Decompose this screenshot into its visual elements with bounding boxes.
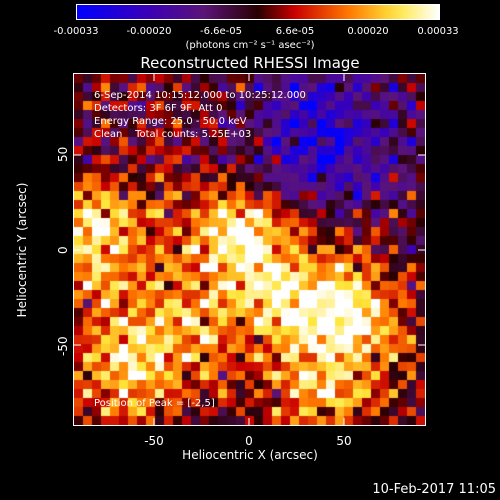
x-tick-label: -50 [144,434,164,448]
colorbar-tick-label: 6.6e-05 [275,26,315,37]
colorbar [76,4,440,20]
x-tick-label: 50 [336,434,352,448]
y-tick-label: 50 [56,146,70,162]
info-time-range: 6-Sep-2014 10:15:12.000 to 10:25:12.000 [94,90,306,101]
y-tick-label: 0 [56,246,70,254]
info-peak-position: Position of Peak = [-2,5] [94,398,215,409]
info-detectors: Detectors: 3F 6F 9F, Att 0 [94,103,223,114]
chart-title: Reconstructed RHESSI Image [140,54,360,72]
plot-timestamp: 10-Feb-2017 11:05 [372,482,496,497]
colorbar-tick-label: -6.6e-05 [200,26,242,37]
colorbar-tick-label: -0.00020 [126,26,172,37]
info-energy-range: Energy Range: 25.0 - 50.0 keV [94,116,247,127]
x-axis-label: Heliocentric X (arcsec) [182,448,318,462]
colorbar-tick-label: -0.00033 [53,26,99,37]
colorbar-tick-label: 0.00033 [417,26,459,37]
colorbar-tick-label: 0.00020 [347,26,389,37]
info-counts: Clean Total counts: 5.25E+03 [94,129,252,140]
y-tick-label: -50 [56,336,70,356]
heatmap-image [74,74,425,425]
y-axis-label: Heliocentric Y (arcsec) [15,182,29,318]
x-tick-label: 0 [245,434,253,448]
colorbar-unit-label: (photons cm⁻² s⁻¹ asec⁻²) [185,40,315,51]
plot-area [73,73,426,426]
